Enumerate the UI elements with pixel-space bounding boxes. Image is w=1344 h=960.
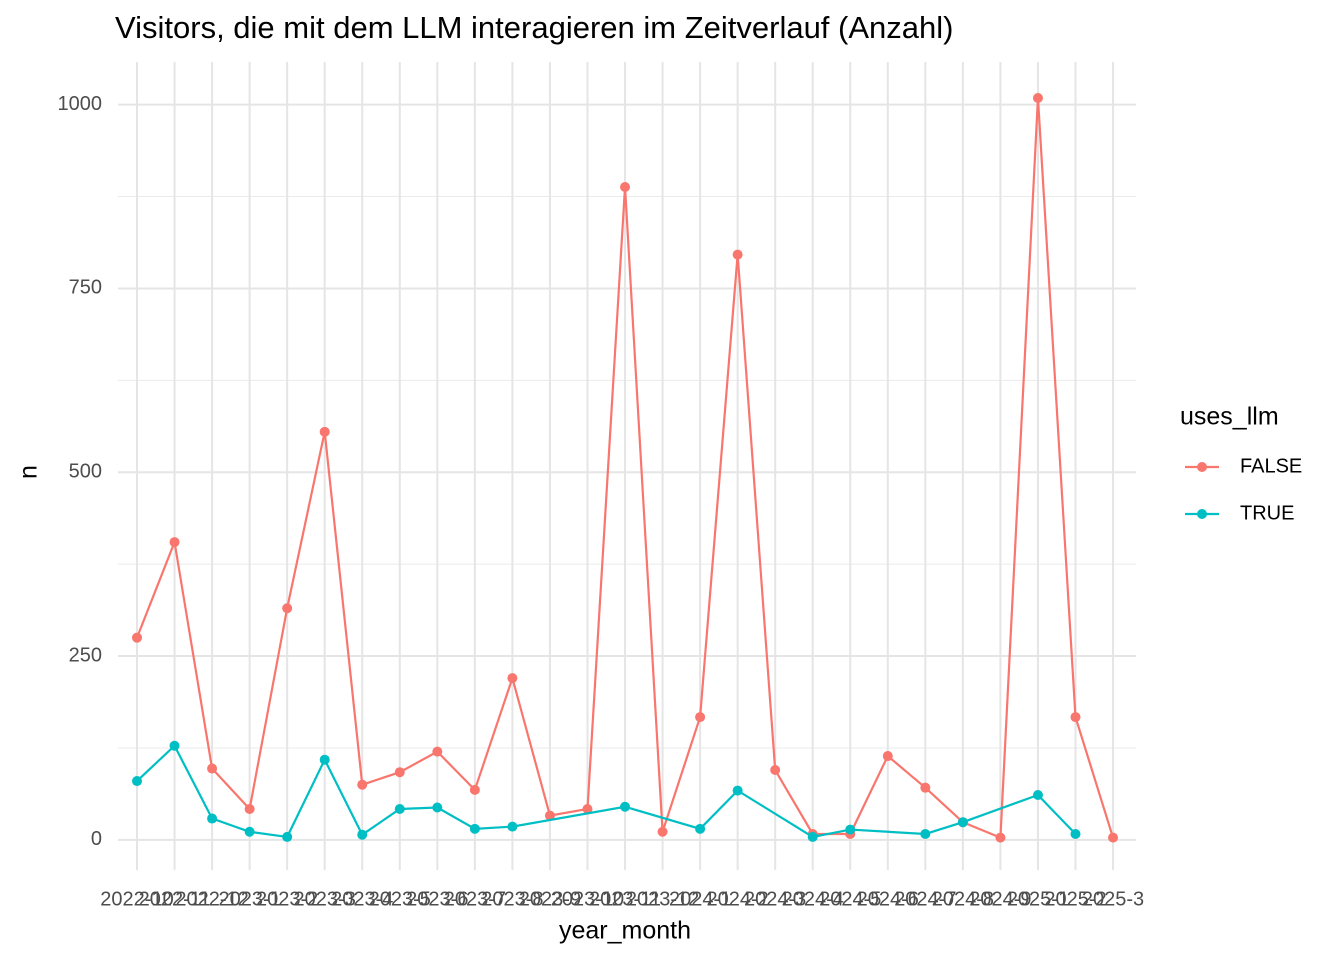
point [432, 802, 443, 813]
x-tick-label: 2022-12 [175, 888, 248, 910]
x-tick-label: 2024-2 [706, 888, 768, 910]
point [695, 823, 706, 834]
point [620, 801, 631, 812]
point [244, 803, 255, 814]
x-tick-label: 2025-1 [1007, 888, 1069, 910]
point [770, 765, 781, 776]
x-tick-label: 2024-6 [857, 888, 919, 910]
y-tick-label: 750 [69, 277, 102, 299]
point [169, 537, 180, 548]
y-tick-label: 500 [69, 461, 102, 483]
point [507, 821, 518, 832]
x-tick-label: 2023-1 [218, 888, 280, 910]
x-tick-label: 2024-8 [932, 888, 994, 910]
x-tick-label: 2023-9 [519, 888, 581, 910]
point [1108, 832, 1119, 843]
point [807, 831, 818, 842]
point [1070, 828, 1081, 839]
x-tick-label: 2023-6 [406, 888, 468, 910]
x-tick-label: 2023-10 [551, 888, 624, 910]
point [507, 673, 518, 684]
point [732, 249, 743, 260]
point [1070, 712, 1081, 723]
x-tick-label: 2024-9 [969, 888, 1031, 910]
point [1032, 93, 1043, 104]
point [732, 785, 743, 796]
x-tick-label: 2024-4 [782, 888, 844, 910]
legend-key-point [1197, 462, 1207, 472]
x-tick-label: 2024-3 [744, 888, 806, 910]
x-tick-label: 2024-5 [819, 888, 881, 910]
x-tick-label: 2023-3 [294, 888, 356, 910]
point [132, 632, 142, 643]
point [432, 746, 443, 757]
y-tick-label: 250 [69, 644, 102, 666]
point [469, 784, 480, 795]
point [469, 823, 480, 834]
x-tick-label: 2025-3 [1082, 888, 1144, 910]
y-axis-title: n [15, 465, 43, 479]
x-tick-label: 2022-11 [139, 888, 211, 910]
x-tick-label: 2023-8 [481, 888, 543, 910]
point [920, 828, 931, 839]
legend-label: TRUE [1240, 502, 1294, 524]
x-axis-title: year_month [559, 917, 691, 945]
x-tick-label: 2024-1 [669, 888, 731, 910]
legend-key-point [1197, 509, 1207, 519]
x-tick-label: 2023-11 [589, 888, 661, 910]
point [1032, 790, 1043, 801]
point [620, 181, 631, 192]
point [920, 782, 931, 793]
point [394, 803, 405, 814]
x-tick-label: 2023-12 [626, 888, 699, 910]
legend-title: uses_llm [1180, 403, 1279, 431]
x-tick-label: 2022-10 [100, 888, 173, 910]
x-tick-label: 2023-7 [444, 888, 506, 910]
legend-label: FALSE [1240, 455, 1302, 477]
point [882, 751, 893, 762]
x-tick-label: 2023-2 [256, 888, 318, 910]
point [319, 426, 330, 437]
point [282, 831, 293, 842]
point [207, 763, 218, 774]
point [695, 712, 706, 723]
point [544, 810, 555, 821]
x-tick-label: 2023-4 [331, 888, 393, 910]
y-tick-label: 1000 [58, 93, 103, 115]
point [169, 740, 180, 751]
point [845, 824, 856, 835]
point [657, 826, 668, 837]
series-line [136, 743, 1077, 839]
point [582, 803, 593, 814]
point [995, 832, 1006, 843]
x-tick-label: 2025-2 [1044, 888, 1106, 910]
point [357, 779, 368, 790]
x-tick-label: 2023-5 [369, 888, 431, 910]
x-tick-label: 2024-7 [894, 888, 956, 910]
point [132, 776, 142, 787]
point [394, 767, 405, 778]
point [357, 829, 368, 840]
y-tick-label: 0 [91, 828, 102, 850]
point [319, 754, 330, 765]
chart-title: Visitors, die mit dem LLM interagieren i… [115, 10, 953, 45]
point [957, 817, 968, 828]
point [244, 826, 255, 837]
point [282, 603, 293, 614]
point [207, 813, 218, 824]
